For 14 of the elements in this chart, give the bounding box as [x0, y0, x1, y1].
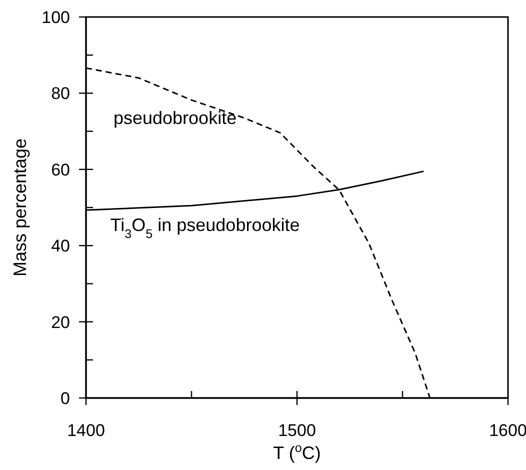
x-tick-label: 1400 — [67, 421, 105, 440]
annotation: pseudobrookite — [113, 108, 237, 128]
annotation: Ti$_{3}$O$_{5}$ in pseudobrookite — [110, 215, 300, 242]
y-tick-label: 40 — [51, 236, 70, 256]
x-axis-title: T ($^{o}$C) — [273, 441, 321, 463]
x-tick-label: 1500 — [278, 421, 316, 440]
y-tick-label: 0 — [60, 389, 70, 408]
y-tick-label: 20 — [51, 312, 70, 332]
line-series — [86, 67, 431, 398]
y-tick-label: 80 — [51, 84, 70, 104]
y-tick-label: 60 — [51, 160, 70, 180]
x-tick-label: 1600 — [489, 421, 526, 440]
y-axis-title: Mass percentage — [10, 138, 30, 277]
y-tick-label: 100 — [42, 8, 70, 27]
